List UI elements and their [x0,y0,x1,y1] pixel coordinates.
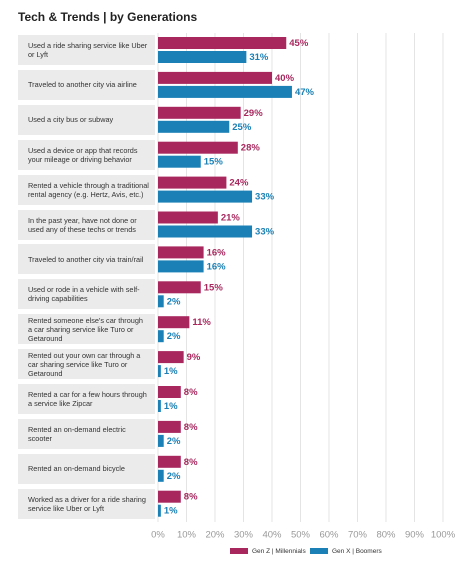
legend-swatch [230,548,248,554]
value-label: 33% [255,192,275,203]
bar [158,37,287,49]
bar [158,455,181,468]
x-tick-label: 60% [319,530,339,541]
x-tick-label: 50% [291,530,311,541]
category-label: Rented an on-demand electric scooter [18,418,155,449]
value-label: 40% [275,73,295,84]
bar [158,504,161,517]
bar [158,400,161,412]
bar [158,71,272,84]
category-label: In the past year, have not done or used … [18,209,155,240]
bar [158,85,292,98]
category-label: Traveled to another city via airline [18,69,155,100]
value-label: 24% [229,178,249,189]
bar [158,490,181,503]
category-label: Used a city bus or subway [18,104,155,135]
value-label: 1% [164,401,178,412]
bar [158,469,164,482]
x-tick-label: 30% [234,530,254,541]
bar [158,211,218,224]
category-label: Rented a vehicle through a traditional r… [18,174,155,205]
category-label: Rented out your own car through a car sh… [18,349,155,380]
x-tick-label: 40% [262,530,282,541]
bar [158,225,253,238]
chart-title: Tech & Trends | by Generations [18,10,198,24]
bar [158,295,164,308]
value-label: 16% [207,261,227,272]
bar [158,246,204,259]
value-label: 9% [187,352,201,363]
value-label: 15% [204,157,224,168]
bar [158,281,201,294]
value-label: 1% [164,506,178,517]
bar [158,365,161,378]
x-tick-label: 0% [151,530,165,541]
bar [158,260,204,273]
value-label: 8% [184,457,198,468]
legend-label: Gen Z | Millennials [252,548,306,555]
bar [158,155,201,168]
value-label: 8% [184,492,198,503]
value-label: 21% [221,213,241,224]
x-tick-label: 80% [376,530,396,541]
category-label: Traveled to another city via train/rail [18,244,155,275]
category-label: Used a ride sharing service like Uber or… [18,35,155,65]
bar [158,176,227,189]
value-label: 2% [167,296,181,307]
value-label: 25% [232,122,252,133]
value-label: 33% [255,227,275,238]
bar [158,141,238,154]
x-tick-label: 10% [177,530,197,541]
bar [158,330,164,343]
x-tick-label: 20% [205,530,225,541]
value-label: 2% [167,471,181,482]
legend-swatch [310,548,328,554]
category-label: Rented a car for a few hours through a s… [18,384,155,414]
value-label: 31% [249,52,269,63]
value-label: 29% [244,108,264,119]
bar [158,120,230,133]
value-label: 11% [192,317,211,328]
value-label: 47% [295,87,315,98]
value-label: 28% [241,143,261,154]
bar [158,351,184,364]
category-label: Used or rode in a vehicle with self-driv… [18,279,155,310]
bar [158,316,190,329]
bar [158,386,181,398]
value-label: 1% [164,366,178,377]
value-label: 8% [184,422,198,433]
category-label: Rented someone else's car through a car … [18,314,155,345]
category-label: Used a device or app that records your m… [18,139,155,170]
x-tick-label: 100% [431,530,456,541]
value-label: 2% [167,331,181,342]
category-label: Worked as a driver for a ride sharing se… [18,488,155,519]
value-label: 15% [204,282,224,293]
bar [158,434,164,447]
value-label: 16% [207,247,227,258]
x-tick-label: 70% [348,530,368,541]
value-label: 2% [167,436,181,447]
bar [158,106,241,119]
category-label: Rented an on-demand bicycle [18,453,155,484]
bar [158,420,181,433]
value-label: 45% [289,38,309,49]
bar [158,190,253,203]
bar [158,51,247,63]
legend-label: Gen X | Boomers [332,548,382,555]
value-label: 8% [184,387,198,398]
x-tick-label: 90% [405,530,425,541]
